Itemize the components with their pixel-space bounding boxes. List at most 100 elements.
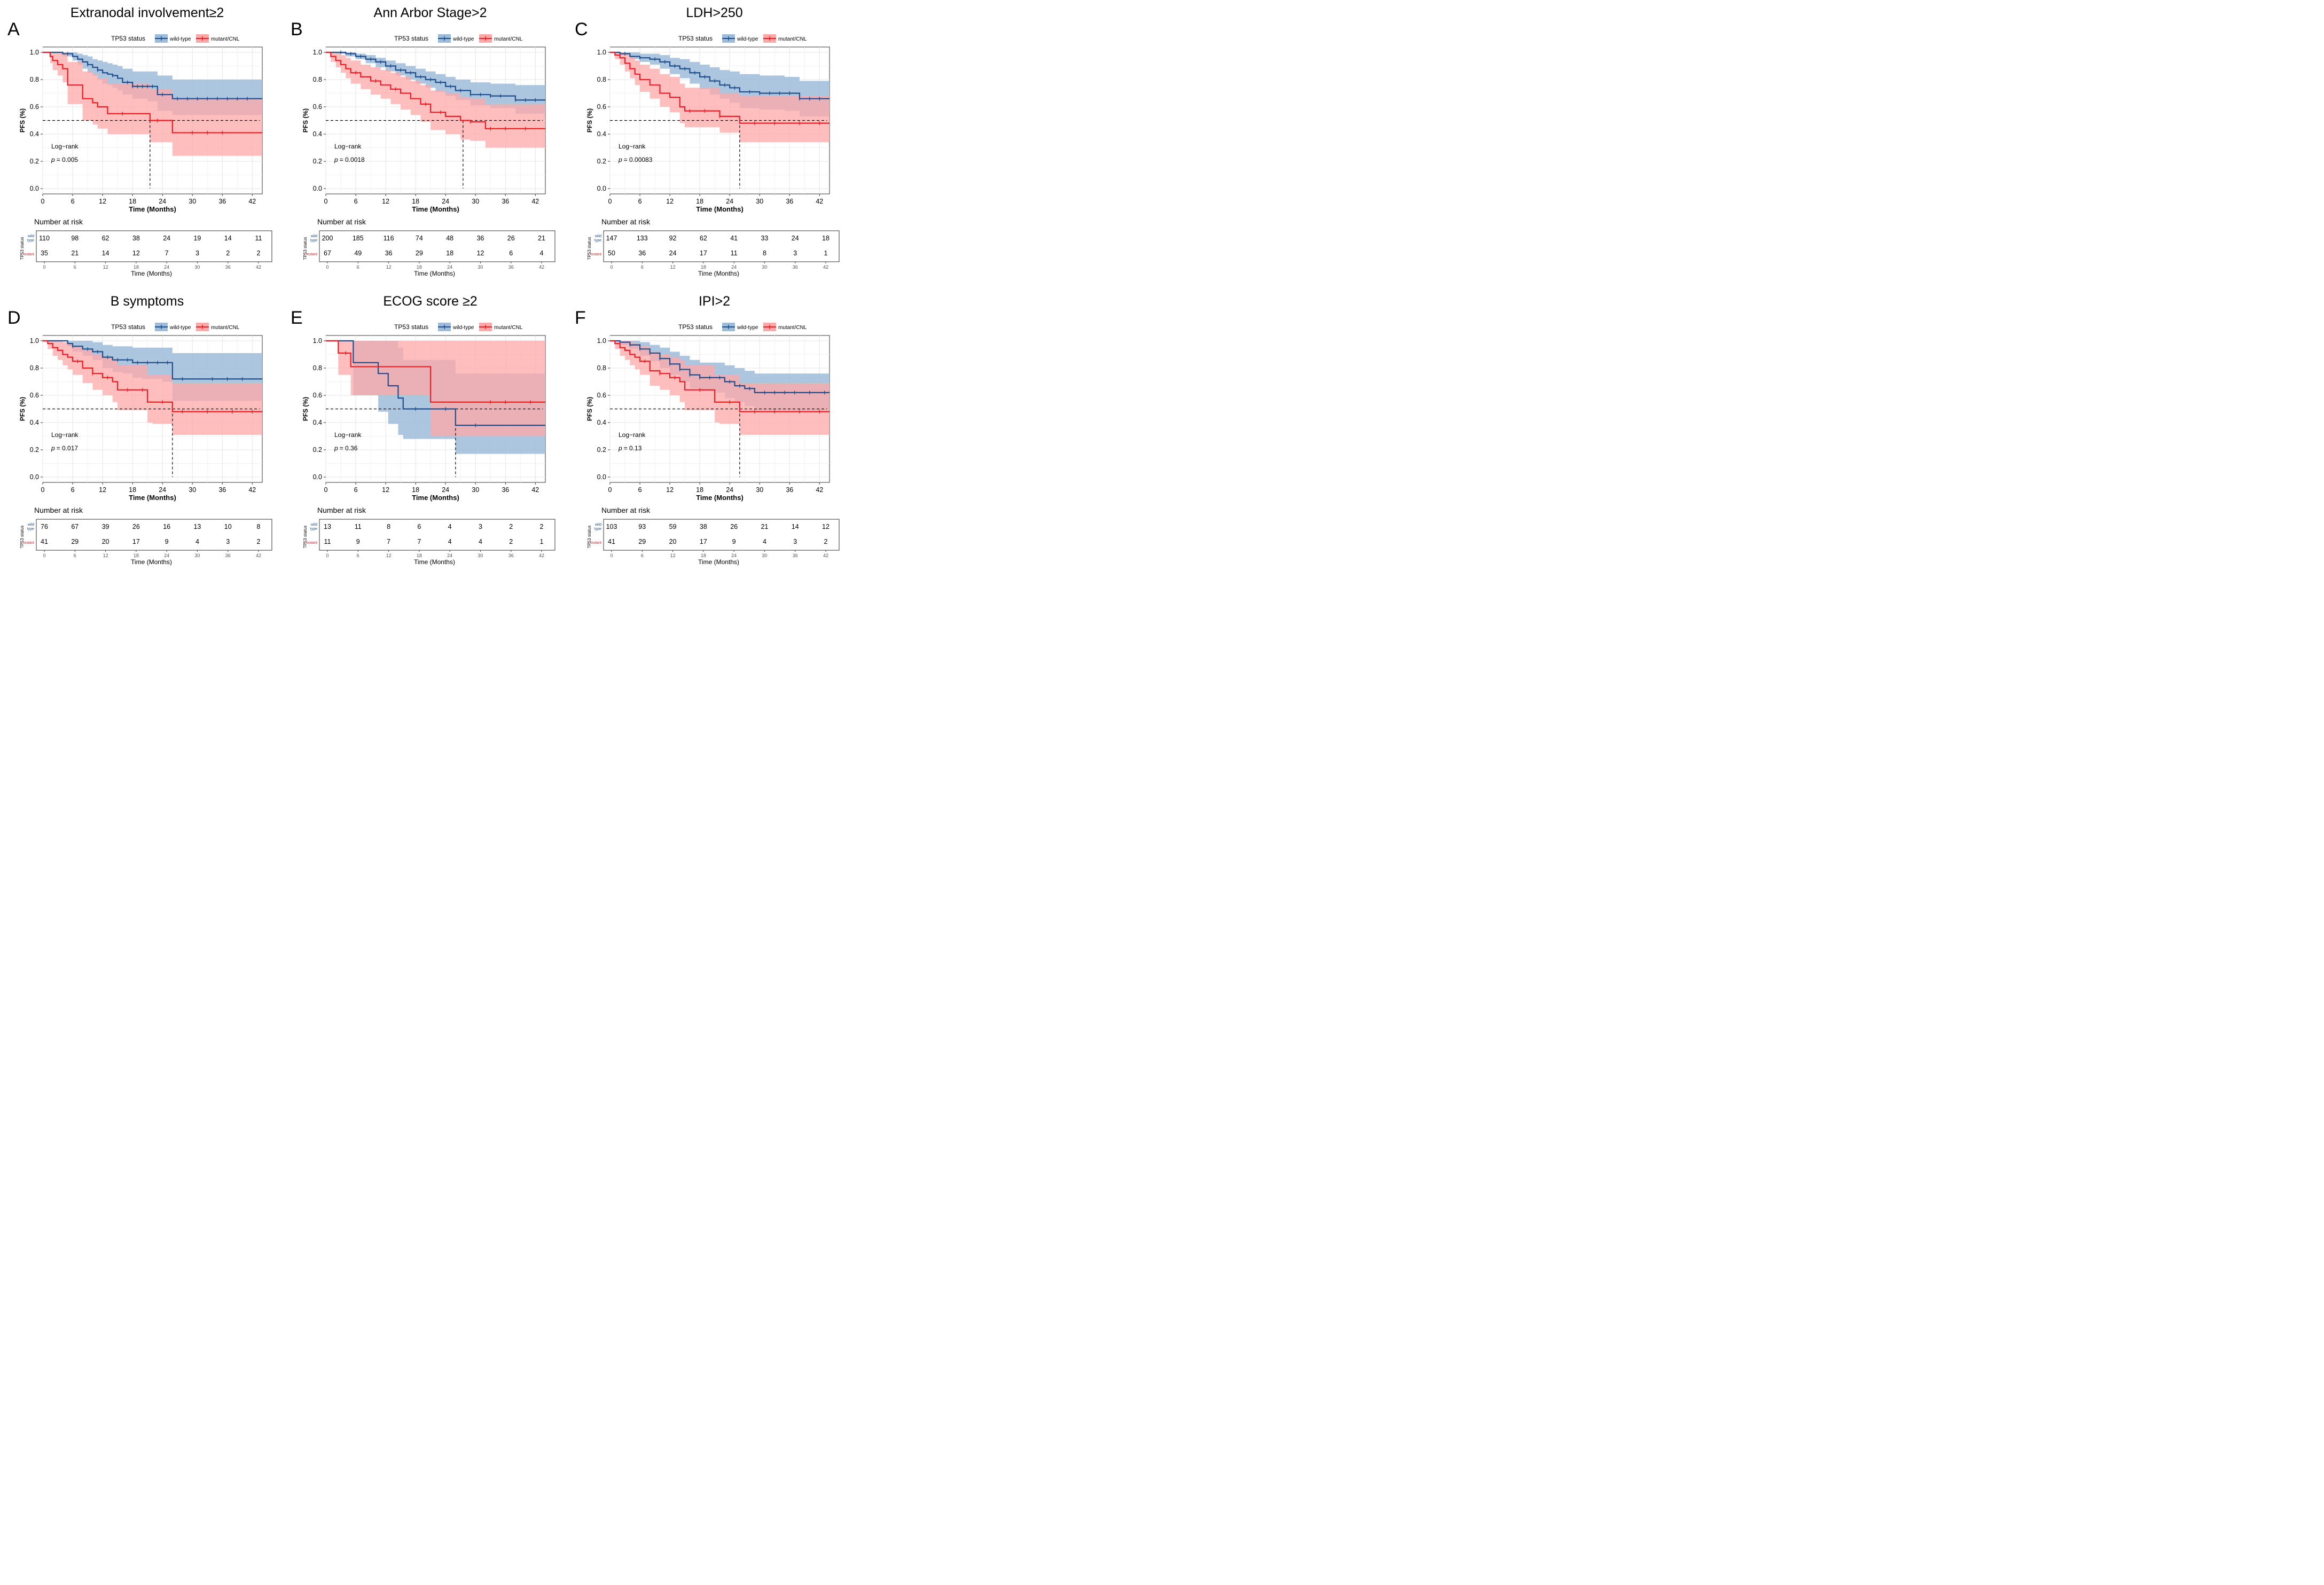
risk-tick-label: 30	[478, 553, 483, 558]
y-tick-label: 0.6	[30, 392, 39, 399]
risk-tick-label: 6	[74, 553, 76, 558]
risk-tick-label: 42	[256, 264, 261, 270]
risk-tick-label: 24	[731, 264, 737, 270]
y-tick-label: 0.6	[597, 392, 606, 399]
risk-tick-label: 18	[417, 264, 422, 270]
x-tick-label: 18	[412, 486, 419, 494]
x-tick-label: 6	[638, 486, 642, 494]
km-curve-wt	[43, 51, 262, 99]
risk-row-wt-label-1: wild	[310, 235, 317, 238]
risk-table-title: Number at risk	[317, 506, 366, 514]
risk-x-label: Time (Months)	[131, 558, 172, 566]
km-curve-mut	[43, 340, 262, 412]
risk-axis-label: TP53 status	[303, 526, 308, 549]
y-tick-label: 0.2	[30, 158, 39, 165]
risk-table-frame	[603, 519, 840, 551]
risk-table-frame	[36, 230, 272, 262]
panel-title: ECOG score ≥2	[383, 294, 477, 309]
risk-tick-label: 18	[417, 553, 422, 558]
risk-count-mut: 3	[226, 538, 230, 545]
risk-tick-label: 36	[225, 264, 231, 270]
x-tick-label: 12	[382, 486, 389, 494]
p-value: = 0.0018	[340, 156, 365, 163]
risk-tick-label: 0	[43, 264, 45, 270]
risk-count-mut: 36	[638, 249, 646, 257]
x-axis-label: Time (Months)	[696, 494, 744, 502]
risk-count-wt: 48	[446, 235, 453, 242]
risk-count-wt: 26	[507, 235, 515, 242]
y-tick-label: 0.8	[597, 76, 606, 83]
logrank-label: Log−rank	[619, 143, 646, 150]
x-tick-label: 42	[816, 198, 823, 205]
logrank-label: Log−rank	[51, 431, 79, 439]
x-tick-label: 36	[502, 198, 509, 205]
x-axis-label: Time (Months)	[696, 205, 744, 213]
risk-table: Number at risk01103569821126214183812242…	[20, 217, 272, 277]
risk-count-mut: 9	[165, 538, 169, 545]
legend-title: TP53 status	[678, 35, 713, 42]
risk-count-wt: 24	[792, 235, 799, 242]
risk-count-mut: 11	[731, 249, 738, 257]
y-tick-label: 0.2	[30, 446, 39, 454]
plot-area: 0.0 0.2 0.4 0.6 0.8 1.0 0 6 12 18 24 30 36 42 PFS (%) T…	[302, 335, 546, 502]
risk-tick-label: 12	[670, 264, 676, 270]
legend-wt-label: wild-type	[737, 36, 758, 42]
risk-tick-label: 18	[134, 264, 139, 270]
risk-count-wt: 14	[792, 523, 799, 530]
x-tick-label: 30	[756, 198, 763, 205]
y-tick-label: 0.2	[597, 158, 606, 165]
risk-tick-label: 6	[357, 553, 359, 558]
x-tick-label: 42	[248, 486, 256, 494]
risk-table-frame	[36, 519, 272, 551]
p-value: = 0.36	[340, 444, 358, 452]
risk-count-mut: 36	[385, 249, 393, 257]
y-tick-label: 1.0	[30, 49, 39, 56]
risk-count-mut: 2	[257, 249, 261, 257]
risk-tick-label: 18	[701, 553, 706, 558]
risk-table-frame	[603, 230, 840, 262]
p-symbol: p	[618, 444, 622, 452]
risk-count-mut: 20	[102, 538, 109, 545]
risk-count-mut: 6	[509, 249, 513, 257]
x-tick-label: 24	[726, 198, 733, 205]
y-tick-label: 0.4	[30, 130, 39, 138]
risk-count-wt: 11	[355, 523, 362, 530]
risk-count-mut: 35	[41, 249, 48, 257]
risk-tick-label: 0	[326, 264, 328, 270]
risk-count-mut: 3	[195, 249, 199, 257]
legend-mut-label: mutant/CNL	[494, 325, 523, 331]
risk-table-title: Number at risk	[601, 506, 651, 514]
risk-tick-label: 42	[256, 553, 261, 558]
ci-band-mut	[326, 341, 545, 436]
p-symbol: p	[51, 156, 55, 163]
x-tick-label: 12	[666, 198, 674, 205]
x-tick-label: 42	[816, 486, 823, 494]
legend-mut-label: mutant/CNL	[494, 36, 523, 42]
risk-count-mut: 7	[417, 538, 421, 545]
x-tick-label: 12	[99, 198, 106, 205]
risk-count-wt: 38	[700, 523, 707, 530]
risk-tick-label: 6	[641, 553, 644, 558]
risk-count-wt: 13	[193, 523, 201, 530]
risk-count-mut: 2	[509, 538, 513, 545]
risk-row-mut-label: mutant	[306, 541, 317, 545]
x-axis-label: Time (Months)	[412, 494, 459, 502]
y-tick-label: 0.4	[313, 419, 322, 426]
panel-title: B symptoms	[111, 294, 184, 309]
y-tick-label: 0.8	[313, 76, 322, 83]
risk-row-wt-label-2: type	[310, 239, 317, 243]
y-tick-label: 0.0	[30, 185, 39, 192]
risk-count-wt: 4	[448, 523, 452, 530]
legend: TP53 status wild-type mutant/CNL	[678, 323, 807, 331]
risk-table: Number at risk07641667291239201826172416…	[20, 506, 272, 566]
y-tick-label: 0.8	[30, 76, 39, 83]
legend: TP53 status wild-type mutant/CNL	[111, 323, 240, 331]
risk-count-wt: 103	[606, 523, 617, 530]
y-tick-label: 0.0	[597, 185, 606, 192]
x-tick-label: 18	[412, 198, 419, 205]
risk-row-wt-label-2: type	[594, 527, 601, 531]
panel-c: C LDH>250 TP53 status wild-type mutant/CNL 0.…	[575, 5, 840, 277]
panel-letter: F	[575, 308, 586, 328]
risk-tick-label: 24	[164, 553, 169, 558]
